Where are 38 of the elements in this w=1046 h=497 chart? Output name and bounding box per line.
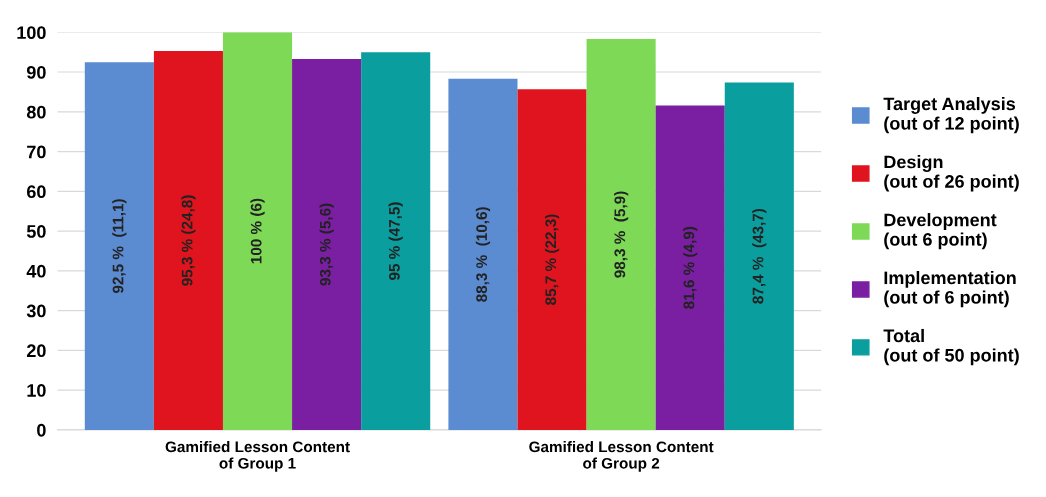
data-label: 92,5 % (11,1) bbox=[112, 199, 127, 294]
y-tick-label: 80 bbox=[26, 105, 46, 119]
x-tick-label: Gamified Lesson Content of Group 2 bbox=[529, 441, 714, 472]
y-tick-label: 10 bbox=[27, 384, 46, 397]
data-label: 98,3 % (5,9) bbox=[614, 191, 629, 278]
y-tick-label: 90 bbox=[26, 66, 46, 79]
bar bbox=[84, 62, 154, 430]
data-label: 85,7 % (22,3) bbox=[544, 214, 560, 305]
bar bbox=[222, 32, 293, 430]
legend-label: Design (out of 26 point) bbox=[884, 155, 1019, 192]
bar bbox=[153, 50, 223, 430]
y-tick-label: 50 bbox=[26, 225, 46, 238]
y-tick-label: 100 bbox=[17, 26, 46, 40]
legend-label: Development (out 6 point) bbox=[884, 213, 997, 250]
data-label: 87,4 % (43,7) bbox=[752, 208, 767, 304]
bar bbox=[517, 89, 587, 430]
data-label: 93,3 % (5,6) bbox=[319, 203, 334, 286]
bar bbox=[292, 58, 362, 430]
y-tick-label: 70 bbox=[27, 145, 46, 159]
y-tick-label: 20 bbox=[26, 344, 46, 358]
bar bbox=[724, 82, 794, 430]
legend-label: Total (out of 50 point) bbox=[883, 328, 1019, 366]
data-label: 81,6 % (4,9) bbox=[683, 226, 698, 309]
data-label: 95 % (47,5) bbox=[388, 202, 403, 280]
y-tick-label: 30 bbox=[26, 304, 46, 318]
bar bbox=[361, 52, 431, 430]
y-tick-label: 0 bbox=[37, 423, 46, 437]
data-label: 95,3 % (24,8) bbox=[181, 195, 196, 286]
legend-label: Target Analysis (out of 12 point) bbox=[883, 96, 1019, 134]
data-label: 100 % (6) bbox=[250, 198, 265, 264]
y-tick-label: 60 bbox=[27, 185, 46, 199]
data-label: 88,3 % (10,6) bbox=[475, 207, 491, 302]
y-tick-label: 40 bbox=[26, 264, 46, 278]
bar bbox=[655, 105, 725, 430]
x-tick-label: Gamified Lesson Content of Group 1 bbox=[165, 441, 350, 472]
bar bbox=[448, 78, 518, 430]
bar bbox=[586, 39, 656, 430]
legend-label: Implementation (out of 6 point) bbox=[884, 270, 1016, 308]
